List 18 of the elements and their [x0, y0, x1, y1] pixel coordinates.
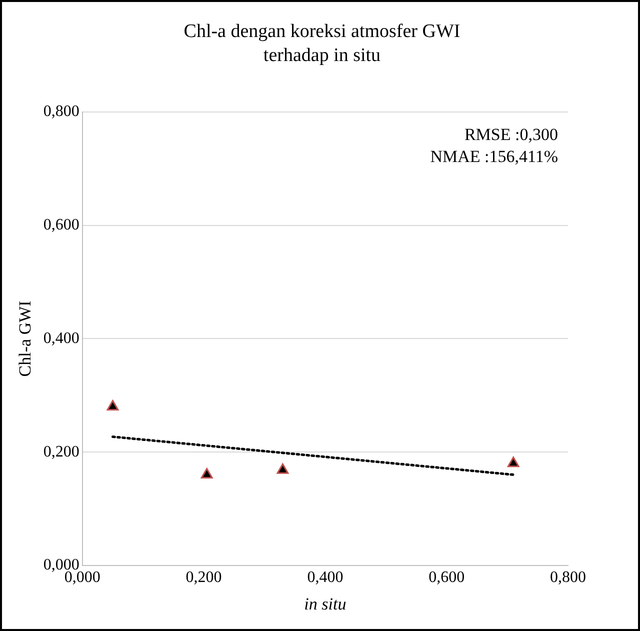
x-tick-label: 0,200 [186, 569, 222, 586]
annotation: RMSE :0,300 [463, 124, 558, 146]
point [276, 463, 289, 474]
point [106, 400, 119, 410]
y-tick-label: 0,400 [43, 330, 80, 347]
y-tick-label: 0,800 [43, 103, 80, 120]
x-tick-label: 0,400 [307, 569, 344, 586]
x-tick-label: 0,800 [550, 569, 586, 586]
y-axis-title: Chl-a GWI [16, 300, 35, 377]
y-tick-label: 0,600 [43, 216, 80, 234]
chart-title: Chl-a dengan koreksi atmosfer GWI terhadap in situ [182, 20, 462, 68]
annotation: NMAE :156,411% [430, 146, 558, 168]
y-tick-label: 0,200 [43, 443, 80, 460]
point [200, 468, 213, 478]
point [507, 456, 520, 468]
x-axis-title: in situ [304, 594, 346, 614]
x-tick-label: 0,000 [64, 569, 100, 586]
x-tick-label: 0,600 [428, 569, 465, 586]
